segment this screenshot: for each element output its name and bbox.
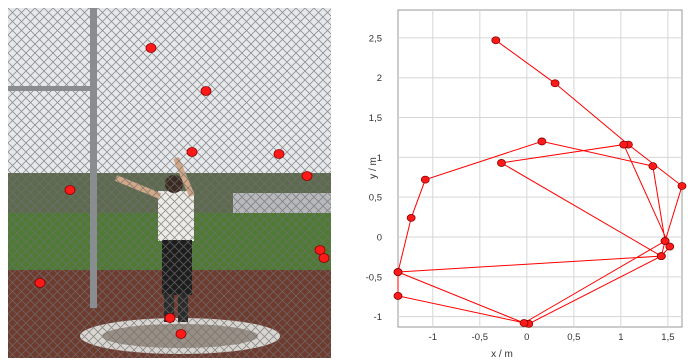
data-point-21	[656, 252, 666, 261]
x-tick-label: 0	[524, 332, 529, 343]
photo-marker-11	[164, 313, 176, 323]
photo-marker-9	[34, 278, 46, 288]
photo-marker-2	[200, 86, 212, 96]
y-tick-layer: 2,5 2 1,5 1 0,5 0 -0,5 -1	[366, 33, 382, 323]
data-point-12	[537, 137, 547, 146]
data-point-20	[497, 159, 506, 167]
x-tick-label: 1,5	[661, 332, 674, 343]
photo-marker-5	[301, 171, 313, 181]
photo-marker-7	[314, 245, 326, 255]
data-point-2	[550, 79, 560, 88]
data-point-10	[406, 213, 416, 222]
y-tick-label: 0,5	[369, 193, 382, 204]
photo-marker-10	[175, 329, 187, 339]
photo-marker-layer	[34, 43, 330, 339]
throw-photo	[8, 8, 331, 358]
data-point-1	[491, 36, 501, 45]
data-point-18	[665, 242, 675, 251]
y-tick-label: 1,5	[369, 113, 382, 124]
data-point-11	[420, 175, 430, 184]
photo-marker-3	[186, 147, 198, 157]
y-tick-label: 2,5	[369, 33, 382, 44]
data-point-15	[519, 319, 529, 327]
cage-post	[90, 8, 97, 308]
photo-marker-1	[145, 43, 157, 53]
plot-area	[397, 9, 683, 328]
grid-layer	[398, 10, 682, 327]
trajectory-chart: -1 -0,5 0 0,5 1 1,5 2,521,510,50-0,5-1 x / m …	[366, 9, 687, 360]
y-tick-label: 2	[377, 73, 382, 84]
y-tick-label: 1	[377, 153, 382, 164]
data-point-13	[648, 162, 658, 171]
x-tick-layer: -1 -0,5 0 0,5 1 1,5	[429, 332, 675, 343]
y-tick-label: -1	[374, 312, 382, 323]
y-axis-label: y / m	[368, 157, 379, 179]
y-tick-label: 0	[377, 232, 382, 243]
x-tick-label: 0,5	[567, 332, 580, 343]
data-point-19	[619, 140, 629, 149]
x-tick-label: -1	[429, 332, 437, 343]
photo-marker-6	[64, 185, 76, 195]
x-axis-label: x / m	[491, 349, 513, 360]
cage-net	[8, 8, 331, 358]
x-tick-label: -0,5	[472, 332, 488, 343]
photo-marker-4	[273, 149, 285, 159]
data-point-16	[393, 268, 403, 276]
data-point-8	[393, 292, 403, 300]
data-point-14	[660, 237, 670, 245]
photo-marker-8	[318, 253, 330, 263]
data-point-4	[677, 182, 687, 190]
y-tick-label: -0,5	[366, 272, 382, 283]
x-tick-label: 1	[618, 332, 623, 343]
trajectory-layer	[393, 36, 687, 328]
